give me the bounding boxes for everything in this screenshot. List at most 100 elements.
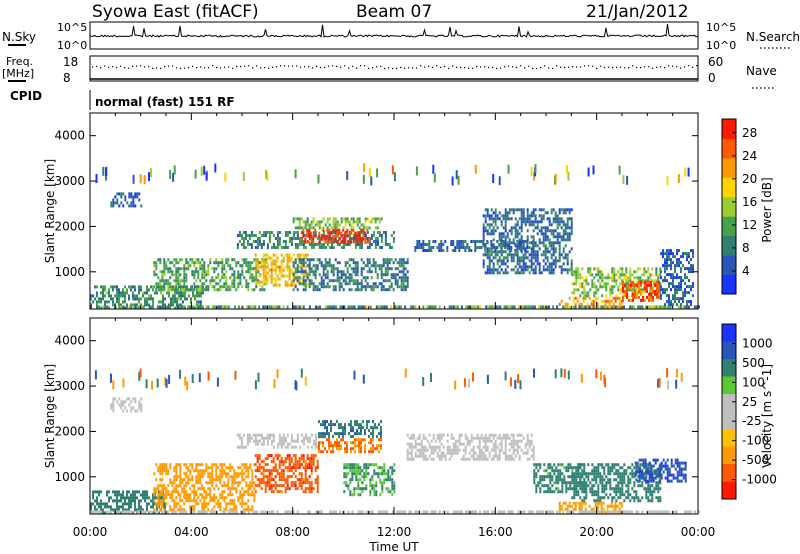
data-cell (252, 433, 255, 437)
data-cell (224, 172, 227, 182)
data-cell (278, 442, 281, 446)
data-cell (370, 447, 372, 451)
data-cell (278, 265, 281, 269)
data-cell (657, 273, 660, 277)
data-cell (316, 445, 319, 449)
data-cell (128, 496, 130, 500)
data-cell (264, 271, 267, 275)
data-cell (342, 432, 344, 436)
data-cell (474, 246, 477, 249)
data-cell (276, 265, 279, 269)
data-cell (432, 457, 435, 461)
data-cell (292, 305, 295, 309)
data-cell (122, 400, 125, 404)
data-cell (514, 250, 517, 254)
data-cell (172, 285, 174, 289)
data-cell (227, 478, 230, 482)
data-cell (118, 288, 120, 292)
data-cell (217, 261, 220, 265)
data-cell (231, 282, 234, 286)
data-cell (322, 226, 325, 230)
data-cell (247, 472, 250, 476)
data-cell (233, 258, 236, 262)
data-cell (564, 223, 567, 227)
data-cell (560, 268, 563, 272)
data-cell (332, 231, 335, 234)
data-cell (438, 448, 441, 452)
data-cell (666, 279, 668, 283)
data-cell (380, 237, 383, 240)
data-cell (254, 433, 257, 437)
nave-point (340, 66, 342, 68)
data-cell (100, 297, 102, 301)
data-cell (209, 279, 212, 283)
data-cell (196, 288, 198, 292)
data-cell (380, 432, 382, 436)
data-cell (504, 262, 507, 266)
data-cell (102, 294, 104, 298)
data-cell (245, 469, 248, 473)
data-cell (490, 250, 493, 254)
data-cell (272, 490, 275, 494)
data-cell (286, 466, 289, 470)
nave-point (420, 65, 422, 67)
data-cell (171, 273, 174, 277)
data-cell (114, 285, 116, 289)
data-cell (633, 305, 636, 309)
nave-point (136, 65, 138, 67)
noise-left-tick-top: 10^5 (57, 21, 87, 34)
data-cell (480, 436, 483, 440)
data-cell (516, 241, 519, 245)
data-cell (361, 487, 364, 491)
data-cell (566, 305, 569, 309)
data-cell (108, 499, 110, 503)
data-cell (613, 279, 616, 283)
data-cell (524, 247, 527, 251)
data-cell (672, 297, 674, 301)
data-cell (219, 463, 222, 467)
data-cell (126, 493, 128, 497)
data-cell (350, 228, 353, 232)
data-cell (240, 445, 243, 449)
data-cell (250, 234, 253, 237)
data-cell (496, 250, 499, 254)
data-cell (114, 201, 117, 205)
data-cell (342, 273, 345, 277)
data-cell (314, 478, 317, 482)
cpid-panel: CPID normal (fast) 151 RF (10, 89, 235, 110)
data-cell (520, 241, 523, 245)
data-cell (324, 234, 327, 238)
data-cell (237, 276, 240, 280)
data-cell (548, 229, 551, 233)
data-cell (183, 264, 186, 268)
data-cell (268, 469, 271, 473)
data-cell (238, 234, 241, 237)
data-cell (355, 469, 358, 473)
data-cell (352, 447, 354, 451)
data-cell (342, 438, 344, 442)
data-cell (667, 305, 670, 309)
data-cell (518, 265, 521, 269)
data-cell (462, 240, 465, 243)
data-cell (668, 255, 670, 259)
data-cell (558, 265, 561, 269)
data-cell (546, 268, 549, 272)
data-cell (664, 267, 666, 271)
data-cell (378, 438, 380, 442)
nave-point (308, 66, 310, 68)
data-cell (562, 229, 565, 233)
data-cell (215, 469, 218, 473)
data-cell (112, 499, 114, 503)
data-cell (672, 303, 674, 307)
data-cell (570, 229, 573, 233)
data-cell (368, 240, 371, 244)
data-cell (197, 481, 200, 485)
data-cell (457, 175, 460, 185)
data-cell (276, 231, 279, 234)
data-cell (583, 285, 586, 289)
data-cell (658, 295, 660, 299)
nave-point (628, 67, 630, 69)
data-cell (144, 297, 146, 301)
nave-point (176, 67, 178, 69)
data-cell (246, 243, 249, 246)
